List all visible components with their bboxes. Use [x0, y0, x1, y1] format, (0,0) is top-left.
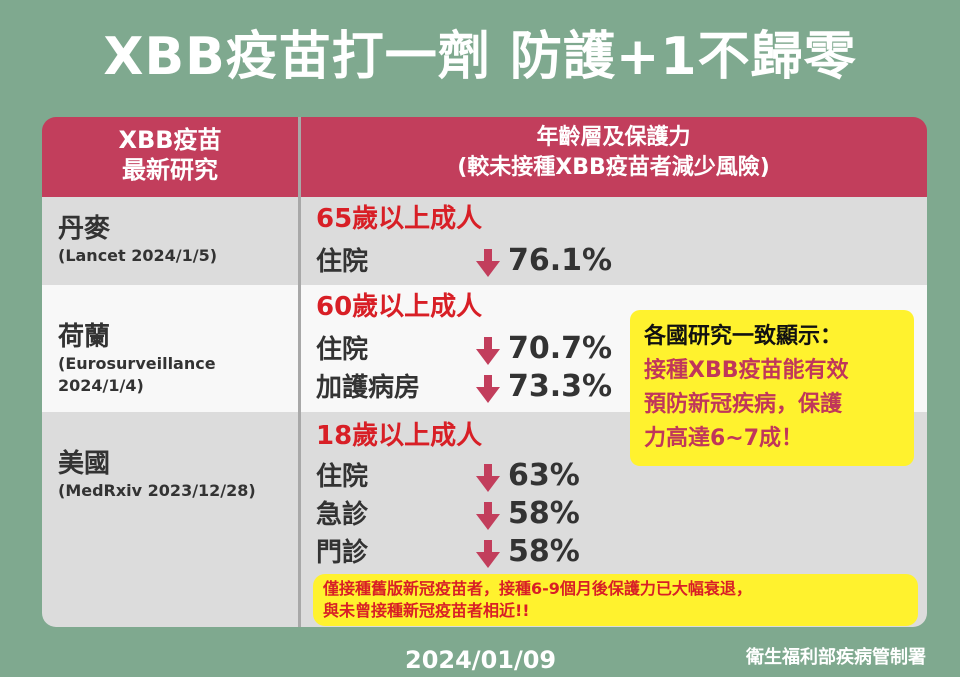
header-left-line1: XBB疫苗: [118, 126, 222, 154]
note-line1: 僅接種舊版新冠疫苗者，接種6-9個月後保護力已大幅衰退，: [323, 579, 752, 598]
table-row-denmark: 丹麥 (Lancet 2024/1/5) 65歲以上成人 住院 76.1%: [42, 197, 927, 285]
organization-name: 衛生福利部疾病管制署: [746, 647, 926, 668]
down-arrow-icon: [476, 248, 500, 277]
header-left-line2: 最新研究: [122, 156, 218, 184]
metric-label: 門診: [316, 538, 369, 568]
footnote-highlight: 僅接種舊版新冠疫苗者，接種6-9個月後保護力已大幅衰退， 與未曾接種新冠疫苗者相…: [313, 574, 918, 626]
metric-value: 58%: [508, 534, 580, 569]
metric-label: 住院: [316, 247, 369, 277]
metric-label: 住院: [316, 335, 369, 365]
metric-label: 急診: [316, 500, 369, 530]
country-cell: 丹麥 (Lancet 2024/1/5): [58, 213, 217, 267]
study-source: (Lancet 2024/1/5): [58, 246, 218, 265]
down-arrow-icon: [476, 336, 500, 365]
metric-value: 58%: [508, 496, 580, 531]
callout-heading: 各國研究一致顯示：: [644, 324, 843, 349]
down-arrow-icon: [476, 374, 500, 403]
publish-date: 2024/01/09: [405, 646, 557, 674]
header-right-line2: (較未接種XBB疫苗者減少風險): [457, 155, 770, 180]
header-right-line1: 年齡層及保護力: [536, 125, 691, 150]
metric-value: 73.3%: [508, 369, 613, 404]
metric-label: 加護病房: [316, 373, 421, 403]
age-group: 65歲以上成人: [316, 204, 483, 234]
callout-text-line: 預防新冠疾病，保護: [644, 392, 843, 417]
study-source-line2: 2024/1/4): [58, 376, 144, 395]
study-source: (MedRxiv 2023/12/28): [58, 481, 256, 500]
country-cell: 美國 (MedRxiv 2023/12/28): [58, 448, 256, 502]
summary-callout: 各國研究一致顯示： 接種XBB疫苗能有效 預防新冠疾病，保護 力高達6~7成！: [630, 310, 914, 466]
header-study-column: XBB疫苗 最新研究: [42, 117, 298, 197]
metric-value: 63%: [508, 458, 580, 493]
age-group: 18歲以上成人: [316, 421, 483, 451]
metric-row: 急診 58%: [316, 496, 580, 532]
down-arrow-icon: [476, 539, 500, 568]
callout-text-line: 力高達6~7成！: [644, 426, 804, 451]
header-protection-column: 年齡層及保護力 (較未接種XBB疫苗者減少風險): [300, 117, 927, 197]
down-arrow-icon: [476, 501, 500, 530]
metric-label: 住院: [316, 462, 369, 492]
note-line2: 與未曾接種新冠疫苗者相近!!: [323, 601, 530, 620]
country-name: 美國: [58, 449, 111, 479]
metric-row: 住院 63%: [316, 458, 580, 494]
metric-row: 門診 58%: [316, 534, 580, 570]
metric-row: 住院 76.1%: [316, 243, 612, 279]
metric-row: 加護病房 73.3%: [316, 369, 612, 405]
country-cell: 荷蘭 (Eurosurveillance 2024/1/4): [58, 321, 216, 397]
metric-value: 70.7%: [508, 331, 613, 366]
study-source-line1: (Eurosurveillance: [58, 354, 216, 373]
age-group: 60歲以上成人: [316, 292, 483, 322]
metric-row: 住院 70.7%: [316, 331, 612, 367]
metric-value: 76.1%: [508, 243, 613, 278]
callout-text-line: 接種XBB疫苗能有效: [644, 358, 849, 383]
column-divider: [298, 117, 301, 627]
down-arrow-icon: [476, 463, 500, 492]
country-name: 丹麥: [58, 214, 111, 244]
table-header: XBB疫苗 最新研究 年齡層及保護力 (較未接種XBB疫苗者減少風險): [42, 117, 927, 197]
page-title: XBB疫苗打一劑 防護+1不歸零: [103, 27, 857, 87]
country-name: 荷蘭: [58, 322, 111, 352]
